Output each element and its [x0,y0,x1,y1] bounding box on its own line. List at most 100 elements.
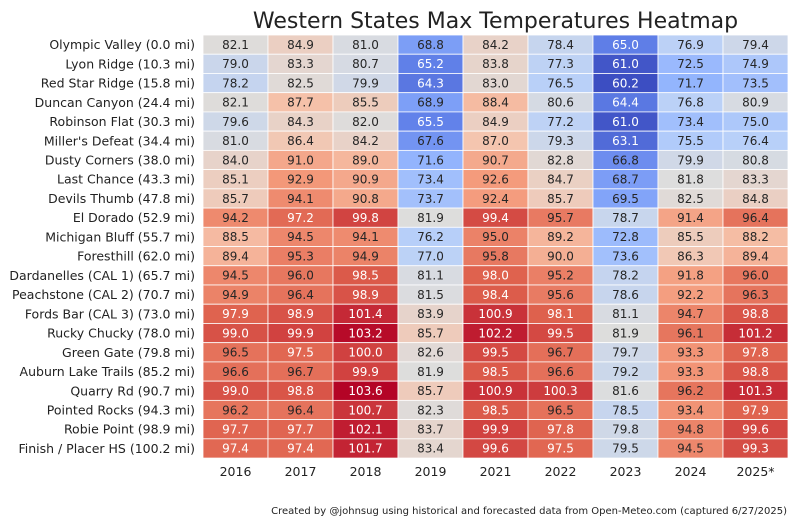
cell-value-label: 82.5 [677,192,704,206]
cell-value-label: 68.9 [417,96,444,110]
column-label: 2021 [480,464,512,479]
cell-value-label: 84.8 [742,192,769,206]
cell-value-label: 96.4 [287,288,314,302]
cell-value-label: 83.4 [417,442,444,456]
cell-value-label: 78.4 [547,38,574,52]
cell-value-label: 81.6 [612,384,639,398]
cell-value-label: 98.8 [742,365,769,379]
cell-value-label: 98.9 [352,288,379,302]
cell-value-label: 74.9 [742,57,769,71]
cell-value-label: 80.8 [742,153,769,167]
cell-value-label: 98.8 [287,384,314,398]
cell-value-label: 65.2 [417,57,444,71]
cell-value-label: 101.4 [348,307,382,321]
cell-value-label: 85.5 [677,230,704,244]
cell-value-label: 94.5 [677,442,704,456]
cell-value-label: 99.9 [482,423,509,437]
cell-value-label: 95.3 [287,249,314,263]
cell-value-label: 95.6 [547,288,574,302]
cell-value-label: 69.5 [612,192,639,206]
cell-value-label: 82.3 [417,403,444,417]
cell-value-label: 84.9 [482,115,509,129]
cell-value-label: 97.7 [287,423,314,437]
cell-value-label: 90.9 [352,173,379,187]
row-label: Peachstone (CAL 2) (70.7 mi) [12,287,195,302]
cell-value-label: 63.1 [612,134,639,148]
row-label: Pointed Rocks (94.3 mi) [47,402,195,417]
cell-value-label: 81.5 [417,288,444,302]
cell-value-label: 80.7 [352,57,379,71]
cell-value-label: 85.1 [222,173,249,187]
cell-value-label: 98.8 [742,307,769,321]
cell-value-label: 99.9 [287,326,314,340]
row-label: Devils Thumb (47.8 mi) [48,191,195,206]
cell-value-label: 72.5 [677,57,704,71]
cell-value-label: 79.9 [677,153,704,167]
cell-value-label: 79.4 [742,38,769,52]
cell-value-label: 85.7 [222,192,249,206]
cell-value-label: 77.3 [547,57,574,71]
cell-value-label: 78.2 [222,76,249,90]
cell-value-label: 83.9 [417,307,444,321]
cell-value-label: 97.5 [547,442,574,456]
cell-value-label: 89.2 [547,230,574,244]
cell-value-label: 97.2 [287,211,314,225]
column-label: 2019 [415,464,447,479]
heatmap-cell [722,438,789,459]
cell-value-label: 96.2 [222,403,249,417]
cell-value-label: 82.0 [352,115,379,129]
cell-value-label: 96.0 [287,269,314,283]
cell-value-label: 96.0 [742,269,769,283]
cell-value-label: 83.7 [417,423,444,437]
cell-value-label: 101.2 [738,326,772,340]
cell-value-label: 79.5 [612,442,639,456]
cell-value-label: 100.9 [478,307,512,321]
cell-value-label: 96.2 [677,384,704,398]
cell-value-label: 64.4 [612,96,639,110]
cell-value-label: 81.0 [352,38,379,52]
heatmap-cells: 82.1 84.9 81.0 68.8 84.2 78.4 65.0 76.9 79.4 79.0… [202,34,789,459]
cell-value-label: 79.6 [222,115,249,129]
cell-value-label: 94.1 [287,192,314,206]
cell-value-label: 85.5 [352,96,379,110]
cell-value-label: 89.4 [222,249,249,263]
cell-value-label: 100.9 [478,384,512,398]
row-label: Finish / Placer HS (100.2 mi) [18,441,195,456]
cell-value-label: 76.4 [742,134,769,148]
cell-value-label: 88.2 [742,230,769,244]
cell-value-label: 97.8 [547,423,574,437]
row-label: Green Gate (79.8 mi) [62,345,195,360]
cell-value-label: 97.9 [222,307,249,321]
cell-value-label: 82.1 [222,38,249,52]
cell-value-label: 101.7 [348,442,382,456]
cell-value-label: 79.9 [352,76,379,90]
cell-value-label: 80.9 [742,96,769,110]
cell-value-label: 94.9 [352,249,379,263]
cell-value-label: 92.6 [482,173,509,187]
chart-title: Western States Max Temperatures Heatmap [253,9,738,34]
cell-value-label: 94.5 [222,269,249,283]
cell-value-label: 84.3 [287,115,314,129]
cell-value-label: 81.9 [417,211,444,225]
cell-value-label: 98.5 [352,269,379,283]
column-labels: 2016 2017 2018 2019 2021 2022 2023 2024 2025* [220,464,775,479]
cell-value-label: 77.2 [547,115,574,129]
cell-value-label: 81.9 [417,365,444,379]
cell-value-label: 94.1 [352,230,379,244]
cell-value-label: 76.9 [677,38,704,52]
cell-value-label: 96.7 [287,365,314,379]
row-label: Miller's Defeat (34.4 mi) [44,133,195,148]
row-label: Last Chance (43.3 mi) [57,172,195,187]
row-label: Quarry Rd (90.7 mi) [70,383,195,398]
cell-value-label: 73.6 [612,249,639,263]
cell-value-label: 75.0 [742,115,769,129]
row-label: Dardanelles (CAL 1) (65.7 mi) [9,268,195,283]
cell-value-label: 84.7 [547,173,574,187]
cell-value-label: 76.2 [417,230,444,244]
cell-value-label: 86.4 [287,134,314,148]
column-label: 2016 [220,464,252,479]
cell-value-label: 87.7 [287,96,314,110]
cell-value-label: 93.4 [677,403,704,417]
cell-value-label: 98.9 [287,307,314,321]
cell-value-label: 92.2 [677,288,704,302]
